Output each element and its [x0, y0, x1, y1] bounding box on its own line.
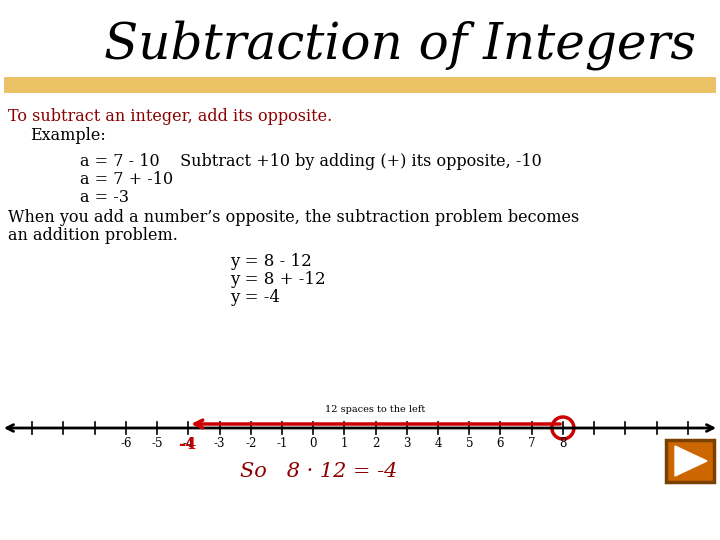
- Text: 1: 1: [341, 437, 348, 450]
- Polygon shape: [675, 446, 707, 476]
- Text: 2: 2: [372, 437, 379, 450]
- Text: -6: -6: [120, 437, 132, 450]
- Text: 8: 8: [559, 437, 567, 450]
- Text: y = 8 - 12: y = 8 - 12: [230, 253, 312, 270]
- Text: y = 8 + -12: y = 8 + -12: [230, 271, 325, 288]
- Text: a = 7 - 10    Subtract +10 by adding (+) its opposite, -10: a = 7 - 10 Subtract +10 by adding (+) it…: [80, 153, 541, 170]
- Text: Subtraction of Integers: Subtraction of Integers: [104, 20, 696, 70]
- Text: To subtract an integer, add its opposite.: To subtract an integer, add its opposite…: [8, 108, 332, 125]
- Text: -4: -4: [183, 437, 194, 450]
- Text: -3: -3: [214, 437, 225, 450]
- Text: 4: 4: [434, 437, 442, 450]
- Text: So   8 · 12 = -4: So 8 · 12 = -4: [240, 462, 397, 481]
- Text: 5: 5: [466, 437, 473, 450]
- Text: y = -4: y = -4: [230, 289, 280, 306]
- Text: 3: 3: [403, 437, 410, 450]
- Text: -2: -2: [245, 437, 256, 450]
- Text: -5: -5: [151, 437, 163, 450]
- Text: a = -3: a = -3: [80, 189, 129, 206]
- Text: 7: 7: [528, 437, 536, 450]
- Text: -4: -4: [178, 436, 197, 453]
- FancyBboxPatch shape: [666, 440, 714, 482]
- Text: 0: 0: [310, 437, 317, 450]
- FancyBboxPatch shape: [4, 77, 716, 93]
- Text: a = 7 + -10: a = 7 + -10: [80, 171, 173, 188]
- Text: 12 spaces to the left: 12 spaces to the left: [325, 405, 426, 414]
- Text: an addition problem.: an addition problem.: [8, 227, 178, 244]
- Text: Example:: Example:: [30, 127, 106, 144]
- Text: -1: -1: [276, 437, 288, 450]
- Text: 6: 6: [497, 437, 504, 450]
- Text: When you add a number’s opposite, the subtraction problem becomes: When you add a number’s opposite, the su…: [8, 209, 580, 226]
